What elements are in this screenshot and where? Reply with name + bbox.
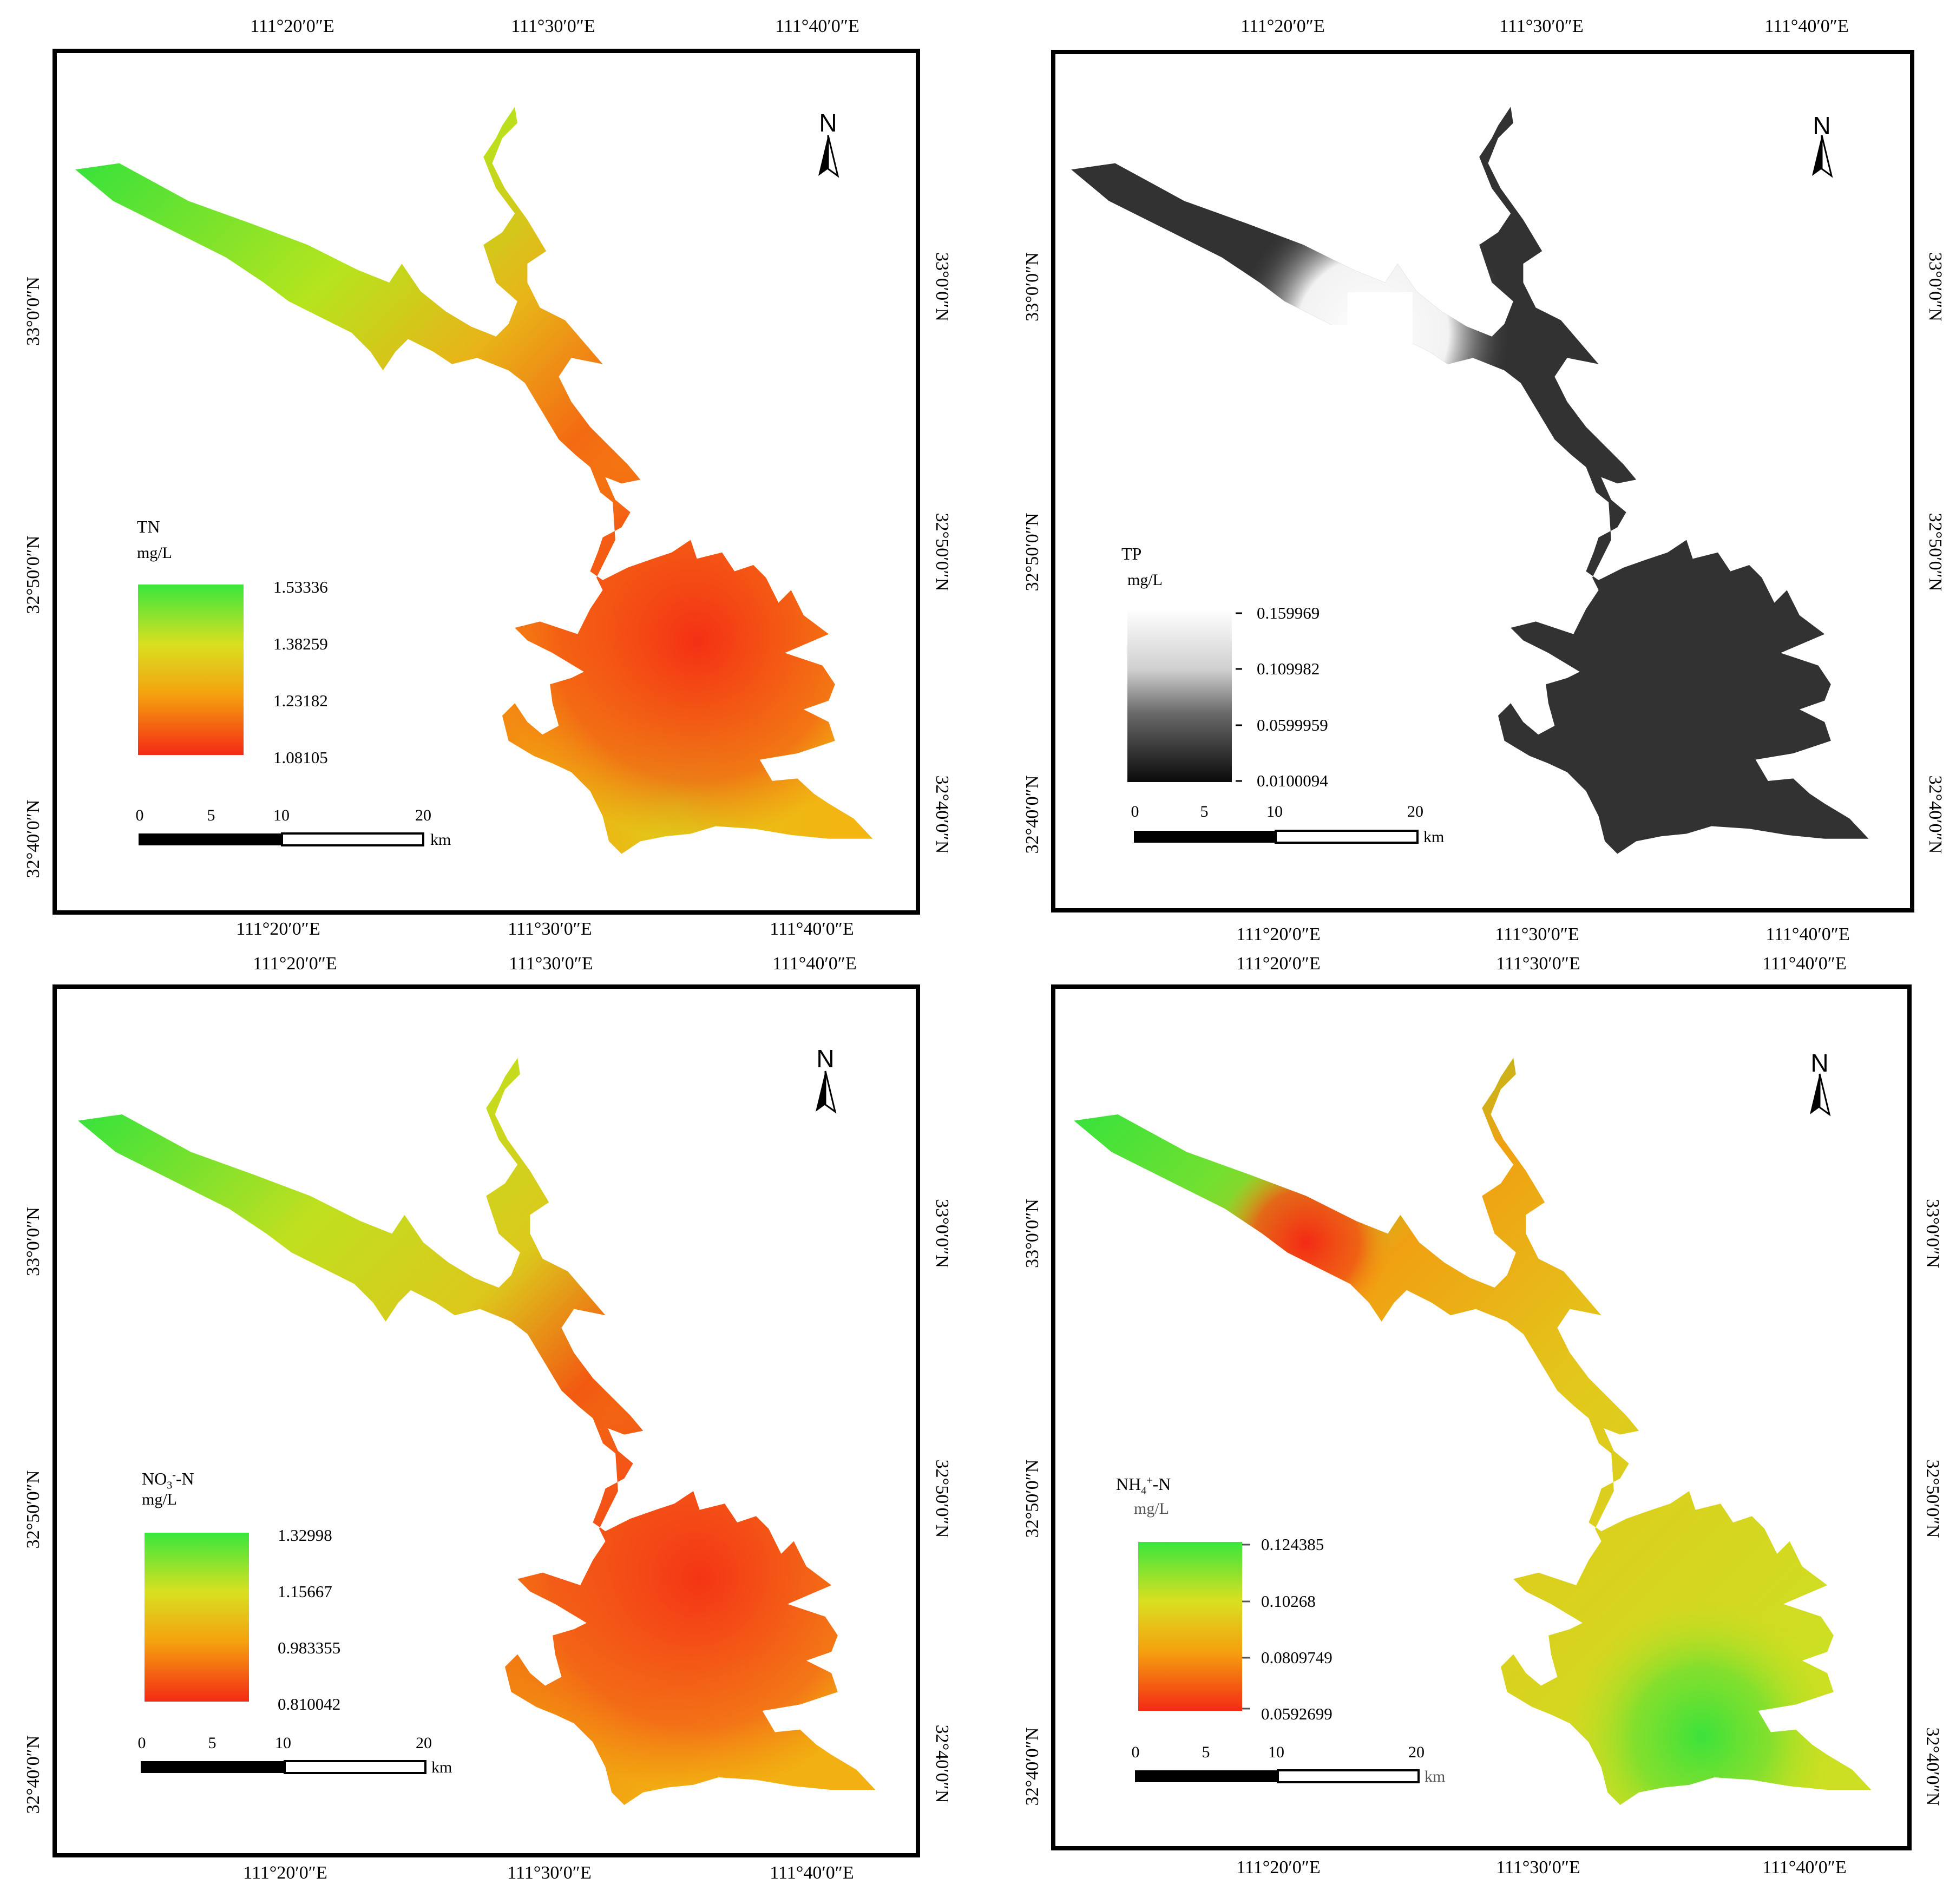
scale-tick-5: 5 (1202, 1743, 1210, 1761)
north-label: N (819, 109, 837, 137)
legend-title-main: NO (142, 1469, 167, 1488)
reservoir-map (1071, 107, 1869, 854)
legend-value-1: 1.53336 (273, 577, 328, 596)
panel-no3: N 111°20′0″E 111°30′0″E 111°40′0″E 111°2… (0, 952, 978, 1904)
map-frame (52, 49, 920, 915)
scale-bar (1134, 830, 1419, 844)
scale-tick-5: 5 (208, 1734, 216, 1752)
coord-bottom-1: 111°20′0″E (243, 1863, 327, 1883)
north-label: N (1810, 1049, 1829, 1077)
legend-value-3: 1.23182 (273, 691, 328, 710)
coord-top-1: 111°20′0″E (253, 954, 337, 974)
scale-tick-10: 10 (273, 806, 290, 824)
legend-title-main: NH (1116, 1474, 1141, 1494)
legend-unit: mg/L (142, 1491, 177, 1508)
scale-unit: km (1423, 828, 1445, 846)
coord-top-2: 111°30′0″E (1499, 16, 1584, 36)
legend-title-sub: 4 (1141, 1485, 1147, 1497)
north-label: N (1813, 111, 1831, 140)
map-frame (52, 984, 920, 1857)
legend-value-1: 0.159969 (1257, 603, 1320, 622)
legend-value-2: 1.38259 (273, 634, 328, 653)
scale-tick-0: 0 (135, 806, 144, 824)
coord-bottom-3: 111°40′0″E (1765, 924, 1850, 944)
scale-bar (141, 1760, 426, 1774)
legend-value-3: 0.0809749 (1261, 1648, 1333, 1667)
legend-value-3: 0.0599959 (1257, 715, 1328, 734)
scale-tick-5: 5 (1200, 803, 1209, 820)
panel-tp: N 111°20′0″E 111°30′0″E 111°40′0″E 111°2… (996, 0, 1956, 952)
legend-value-2: 0.109982 (1257, 659, 1320, 678)
scale-tick-0: 0 (1131, 803, 1139, 820)
coord-bottom-2: 111°30′0″E (1495, 924, 1579, 944)
coord-bottom-3: 111°40′0″E (770, 919, 854, 939)
north-label: N (816, 1045, 835, 1073)
coord-top-2: 111°30′0″E (509, 954, 593, 974)
coord-top-2: 111°30′0″E (511, 16, 595, 36)
coord-top-3: 111°40′0″E (772, 954, 857, 974)
coord-top-1: 111°20′0″E (1240, 16, 1325, 36)
legend-title-sup: - (172, 1469, 176, 1481)
coord-top-3: 111°40′0″E (1762, 954, 1847, 974)
scale-tick-20: 20 (1408, 1743, 1425, 1761)
legend-unit: mg/L (137, 544, 172, 562)
scale-tick-5: 5 (207, 806, 215, 824)
coord-bottom-2: 111°30′0″E (1496, 1857, 1580, 1877)
legend-value-1: 0.124385 (1261, 1535, 1324, 1554)
scale-tick-10: 10 (1268, 1743, 1284, 1761)
scale-tick-20: 20 (415, 806, 431, 824)
legend-title-tail: -N (175, 1469, 194, 1488)
legend-unit: mg/L (1127, 571, 1163, 589)
legend-title-sub: 3 (167, 1479, 173, 1492)
panel-nh4: N 111°20′0″E 111°30′0″E 111°40′0″E 111°2… (996, 952, 1956, 1904)
legend-title-tail: -N (1152, 1474, 1171, 1494)
legend-value-4: 0.0100094 (1257, 771, 1328, 790)
coord-bottom-1: 111°20′0″E (236, 919, 320, 939)
scale-tick-20: 20 (416, 1734, 432, 1752)
coord-top-2: 111°30′0″E (1496, 954, 1580, 974)
scale-unit: km (1425, 1768, 1446, 1785)
scale-bar (139, 832, 424, 846)
legend-title: NO3--N (142, 1469, 194, 1492)
coord-bottom-3: 111°40′0″E (770, 1863, 854, 1883)
coord-bottom-1: 111°20′0″E (1236, 1857, 1321, 1877)
legend-bar (145, 1533, 249, 1702)
coord-top-3: 111°40′0″E (1764, 16, 1849, 36)
scale-unit: km (431, 1758, 452, 1776)
scale-tick-10: 10 (1266, 803, 1283, 820)
legend-value-2: 0.10268 (1261, 1592, 1316, 1611)
coord-top-1: 111°20′0″E (250, 16, 334, 36)
legend-value-2: 1.15667 (278, 1582, 332, 1601)
scale-tick-0: 0 (137, 1734, 146, 1752)
legend-title: TN (137, 517, 160, 536)
legend-value-4: 0.810042 (278, 1695, 341, 1713)
coord-bottom-1: 111°20′0″E (1236, 924, 1321, 944)
legend-bar (1138, 1542, 1250, 1711)
legend-bar (1127, 609, 1242, 782)
legend-title: TP (1121, 544, 1142, 563)
scale-tick-10: 10 (275, 1734, 291, 1752)
scale-unit: km (430, 831, 451, 849)
coord-bottom-2: 111°30′0″E (508, 919, 592, 939)
panel-tn: N 111°20′0″E 111°30′0″E 111°40′0″E 111°2… (0, 0, 978, 952)
legend-unit: mg/L (1134, 1500, 1169, 1518)
legend-bar (138, 585, 244, 755)
scale-tick-20: 20 (1407, 803, 1423, 820)
legend-value-1: 1.32998 (278, 1526, 332, 1545)
legend-title: NH4+-N (1116, 1474, 1171, 1497)
coord-bottom-3: 111°40′0″E (1762, 1857, 1847, 1877)
coord-top-3: 111°40′0″E (775, 16, 859, 36)
scale-bar (1135, 1769, 1420, 1783)
coord-bottom-2: 111°30′0″E (507, 1863, 592, 1883)
legend-title-sup: + (1146, 1474, 1153, 1487)
legend-value-3: 0.983355 (278, 1638, 341, 1657)
scale-tick-0: 0 (1131, 1743, 1140, 1761)
legend-value-4: 0.0592699 (1261, 1704, 1333, 1723)
legend-value-4: 1.08105 (273, 748, 328, 767)
coord-top-1: 111°20′0″E (1236, 954, 1321, 974)
